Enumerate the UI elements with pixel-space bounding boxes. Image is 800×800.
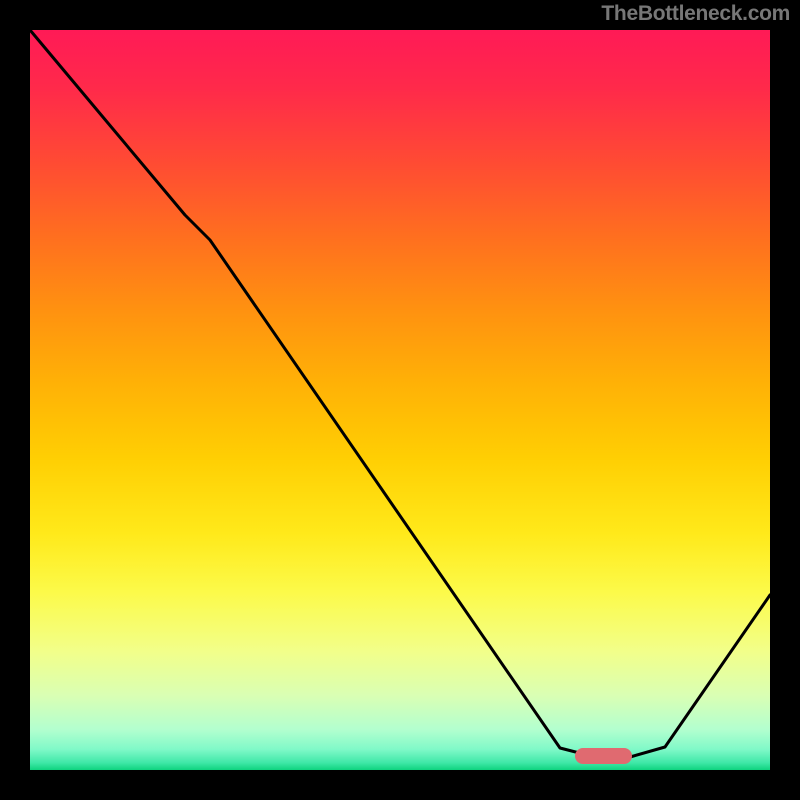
optimal-marker [575,748,632,764]
chart-container: { "watermark": { "text": "TheBottleneck.… [0,0,800,800]
watermark-text: TheBottleneck.com [601,2,790,26]
chart-background [30,30,770,770]
chart-svg [0,0,800,800]
